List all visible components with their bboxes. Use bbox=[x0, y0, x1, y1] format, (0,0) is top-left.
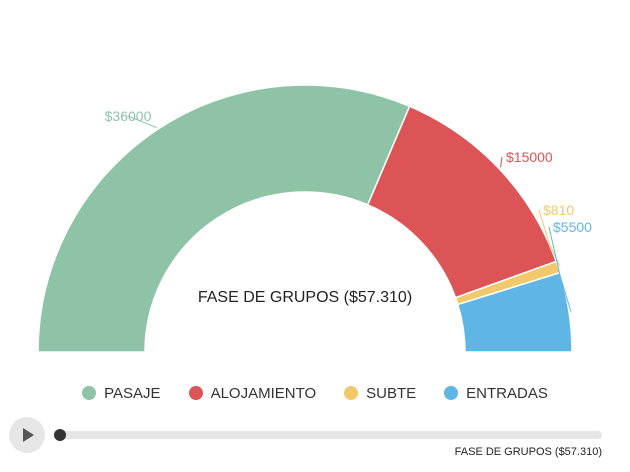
legend-item-alojamiento[interactable]: ALOJAMIENTO bbox=[188, 384, 317, 402]
legend-dot bbox=[188, 386, 203, 400]
timeline-handle[interactable] bbox=[54, 429, 66, 441]
legend-label: PASAJE bbox=[104, 384, 161, 402]
legend-dot bbox=[344, 386, 359, 400]
legend-dot bbox=[82, 386, 97, 400]
legend-label: ENTRADAS bbox=[466, 384, 548, 402]
legend-dot bbox=[444, 386, 459, 400]
timeline-current-label: FASE DE GRUPOS ($57.310) bbox=[454, 446, 602, 458]
data-label-alojamiento: $15000 bbox=[506, 149, 553, 165]
slice-pasaje[interactable] bbox=[37, 84, 411, 353]
label-connector bbox=[500, 156, 503, 168]
label-connector bbox=[127, 115, 157, 129]
legend: PASAJE ALOJAMIENTO SUBTE ENTRADAS bbox=[0, 380, 630, 406]
legend-label: ALOJAMIENTO bbox=[210, 384, 317, 402]
legend-item-pasaje[interactable]: PASAJE bbox=[82, 384, 161, 402]
legend-label: SUBTE bbox=[366, 384, 417, 402]
data-label-subte: $810 bbox=[543, 202, 574, 218]
legend-item-entradas[interactable]: ENTRADAS bbox=[444, 385, 548, 402]
play-icon bbox=[23, 428, 34, 442]
timeline-track[interactable] bbox=[54, 429, 602, 441]
semi-donut-chart: $36000 $15000 $810$5500 FASE DE GRUPOS ($5… bbox=[37, 84, 592, 353]
play-button[interactable] bbox=[9, 417, 45, 453]
label-connector bbox=[548, 226, 572, 312]
legend-item-subte[interactable]: SUBTE bbox=[344, 385, 416, 402]
data-label-entradas: $5500 bbox=[553, 219, 592, 235]
chart-title: FASE DE GRUPOS ($57.310) bbox=[198, 289, 412, 306]
timeline-player: FASE DE GRUPOS ($57.310) bbox=[0, 414, 630, 472]
data-label-pasaje: $36000 bbox=[105, 108, 152, 124]
